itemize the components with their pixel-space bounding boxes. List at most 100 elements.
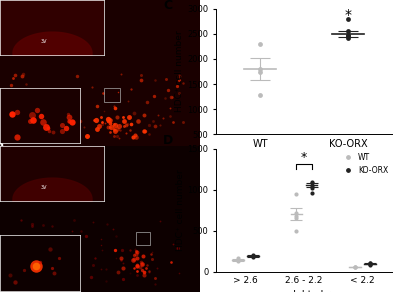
Point	[130, 266, 137, 271]
Point	[352, 265, 358, 270]
Point	[63, 115, 69, 120]
Point	[62, 102, 68, 107]
Bar	[104, 88, 120, 102]
Point	[142, 129, 148, 133]
Point	[118, 258, 124, 263]
Point	[139, 262, 145, 267]
Point	[73, 95, 80, 100]
Point	[134, 269, 140, 273]
Point	[152, 276, 158, 280]
Point	[345, 16, 351, 21]
Point	[90, 263, 96, 267]
Point	[120, 277, 126, 282]
Point	[234, 256, 241, 261]
Point	[14, 98, 20, 102]
Point	[138, 259, 144, 264]
Point	[112, 248, 118, 253]
Point	[250, 254, 256, 259]
Point	[134, 249, 140, 254]
Point	[58, 98, 65, 102]
Point	[127, 128, 134, 133]
Point	[293, 216, 300, 221]
Point	[30, 272, 36, 277]
Point	[176, 74, 182, 78]
Point	[25, 272, 32, 277]
Point	[23, 124, 29, 128]
Point	[16, 118, 22, 123]
Point	[62, 130, 68, 135]
Point	[16, 101, 22, 106]
Point	[149, 250, 155, 254]
Point	[98, 237, 104, 242]
Point	[141, 128, 148, 133]
Point	[73, 126, 79, 131]
Point	[102, 121, 108, 125]
Point	[57, 135, 64, 140]
Point	[156, 219, 163, 224]
Point	[130, 253, 137, 258]
Point	[78, 229, 84, 233]
Point	[139, 262, 146, 266]
Point	[132, 252, 139, 257]
Point	[94, 127, 100, 131]
Point	[293, 210, 300, 215]
Point	[151, 282, 158, 287]
Point	[113, 256, 120, 261]
Point	[120, 123, 127, 128]
Text: *: *	[301, 151, 307, 164]
Point	[29, 104, 35, 109]
Point	[71, 218, 77, 222]
Point	[134, 263, 140, 267]
Point	[99, 121, 105, 126]
Point	[140, 253, 146, 258]
Point	[257, 69, 263, 74]
Point	[141, 113, 147, 117]
Point	[33, 104, 39, 109]
Point	[98, 266, 104, 271]
Point	[40, 269, 46, 273]
Point	[116, 124, 122, 128]
Point	[141, 270, 147, 274]
Point	[20, 72, 27, 76]
Text: *: *	[344, 8, 352, 22]
Point	[180, 80, 187, 85]
Point	[130, 257, 137, 262]
Point	[72, 117, 78, 122]
Point	[367, 261, 374, 266]
Point	[37, 264, 44, 269]
Point	[114, 127, 120, 131]
Point	[145, 270, 152, 275]
Point	[126, 248, 133, 253]
Point	[55, 131, 61, 135]
Point	[257, 93, 263, 98]
Point	[352, 265, 358, 270]
Point	[103, 279, 109, 284]
Point	[80, 125, 87, 130]
Point	[105, 118, 112, 123]
Point	[68, 129, 74, 133]
Point	[128, 86, 134, 91]
Point	[53, 93, 60, 98]
Point	[110, 227, 117, 232]
Point	[345, 29, 351, 34]
Point	[107, 117, 114, 122]
Point	[293, 214, 300, 218]
Point	[345, 36, 351, 40]
Point	[10, 261, 17, 266]
Point	[152, 124, 158, 129]
Point	[14, 266, 20, 270]
Point	[12, 95, 19, 99]
Point	[234, 258, 241, 263]
Point	[133, 248, 139, 253]
Point	[28, 252, 35, 257]
Point	[122, 131, 129, 135]
Point	[166, 105, 173, 110]
Point	[133, 134, 139, 139]
Point	[174, 245, 181, 250]
Point	[74, 74, 81, 79]
Point	[148, 251, 154, 256]
Point	[117, 127, 123, 132]
Point	[146, 269, 152, 273]
Point	[130, 134, 136, 139]
Point	[43, 272, 50, 276]
